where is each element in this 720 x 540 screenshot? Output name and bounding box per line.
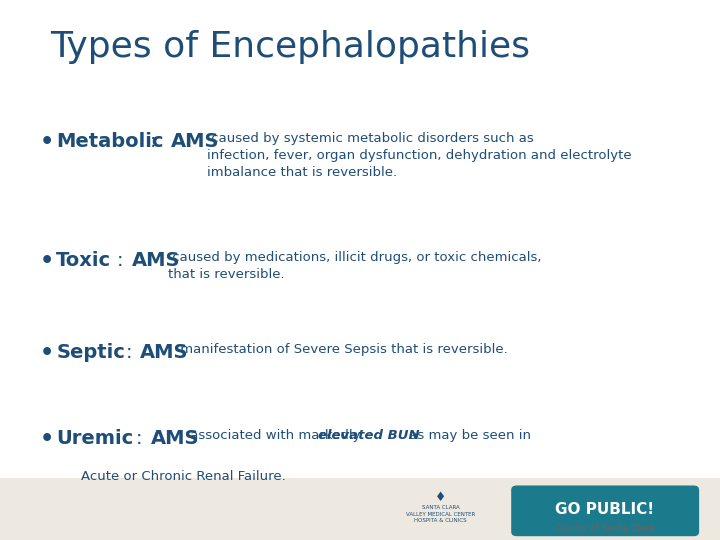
Text: AMS: AMS [171,132,219,151]
Text: AMS: AMS [150,429,199,448]
Text: Septic: Septic [56,343,125,362]
FancyBboxPatch shape [0,478,720,540]
Text: Uremic: Uremic [56,429,133,448]
Text: Toxic: Toxic [56,251,112,270]
Text: elevated BUN: elevated BUN [318,429,419,442]
FancyBboxPatch shape [511,485,699,536]
Text: •: • [40,429,54,449]
Text: Acute or Chronic Renal Failure.: Acute or Chronic Renal Failure. [81,470,285,483]
Text: manifestation of Severe Sepsis that is reversible.: manifestation of Severe Sepsis that is r… [176,343,508,356]
Text: AMS: AMS [132,251,180,270]
Text: associated with markedly: associated with markedly [186,429,365,442]
Text: GO PUBLIC!: GO PUBLIC! [555,502,654,517]
Text: :: : [117,251,130,270]
Text: caused by systemic metabolic disorders such as
infection, fever, organ dysfuncti: caused by systemic metabolic disorders s… [207,132,631,179]
Text: Types of Encephalopathies: Types of Encephalopathies [50,30,531,64]
Text: •: • [40,132,54,152]
Text: SANTA CLARA
VALLEY MEDICAL CENTER
HOSPITA & CLINICS: SANTA CLARA VALLEY MEDICAL CENTER HOSPIT… [406,505,475,523]
Text: :: : [150,132,169,151]
Text: •: • [40,343,54,363]
Text: County of Santa Clara: County of Santa Clara [555,524,654,533]
Text: :: : [126,343,139,362]
Text: •: • [40,251,54,271]
Text: :: : [136,429,149,448]
Text: Metabolic: Metabolic [56,132,163,151]
Text: caused by medications, illicit drugs, or toxic chemicals,
that is reversible.: caused by medications, illicit drugs, or… [168,251,541,281]
Text: AMS: AMS [140,343,189,362]
Text: as may be seen in: as may be seen in [405,429,531,442]
Text: ♦: ♦ [435,491,446,504]
